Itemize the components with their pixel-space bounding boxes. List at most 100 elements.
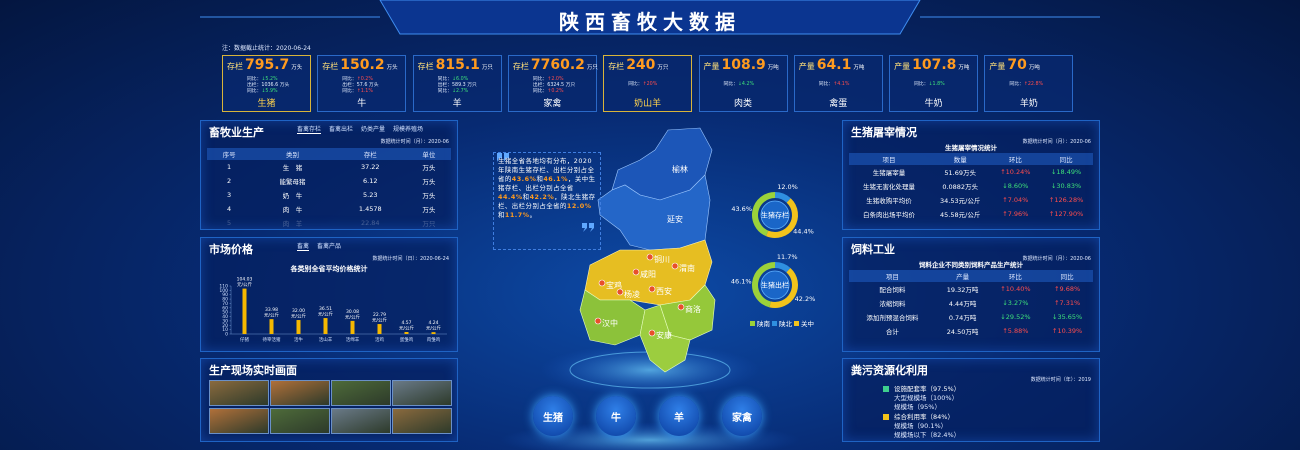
legend-label: 陕北 <box>779 319 793 328</box>
x-tick-label: 待宰活猪 <box>263 336 281 343</box>
card-stat: 同比：↑2.0% <box>532 77 564 82</box>
table-cell: ↓8.60% <box>1002 182 1029 190</box>
x-tick-label: 活绵羊 <box>346 336 360 343</box>
card-stat: 出栏：57.6 万头 <box>342 83 379 88</box>
x-tick-label: 肉雏鸡 <box>427 336 441 343</box>
table-cell: 34.53元/公斤 <box>940 197 981 205</box>
value-label: 33.98 <box>265 307 278 313</box>
card-header: 产量 64.1 万吨 <box>799 57 865 73</box>
value-unit: 元/公斤 <box>426 325 442 332</box>
tab[interactable]: 规模养殖场 <box>393 126 424 133</box>
card-name: 牛 <box>357 99 367 109</box>
map-pin <box>646 253 654 261</box>
table-cell: ↓35.65% <box>1052 313 1083 321</box>
card-label: 存栏 <box>512 62 529 71</box>
panel-title: 生产现场实时画面 <box>209 364 297 377</box>
tab[interactable]: 畜禽出栏 <box>329 126 354 133</box>
region-label: 汉中 <box>602 318 618 328</box>
table-cell: 生猪屠宰量 <box>872 169 906 177</box>
legend-square <box>883 414 889 420</box>
table-cell: 万头 <box>422 206 436 214</box>
map-pin <box>677 303 685 311</box>
map-pin <box>632 268 640 276</box>
header-cell: 同比 <box>1041 270 1093 282</box>
table-cell: ↑7.96% <box>1002 210 1029 218</box>
card-label: 产量 <box>798 62 815 71</box>
donut-segment <box>752 262 776 308</box>
tab[interactable]: 奶类产量 <box>361 126 386 133</box>
y-tick-label: 70 <box>222 301 228 307</box>
bar <box>269 319 274 334</box>
donut-value-label: 44.4% <box>793 227 814 235</box>
table-cell: 37.22 <box>360 163 380 171</box>
card-unit: 万吨 <box>853 65 865 71</box>
table-header: 序号 类别 存栏 单位 <box>207 148 451 160</box>
card-unit: 万头 <box>386 65 398 71</box>
card-unit: 万吨 <box>1028 65 1040 71</box>
region-label: 延安 <box>667 214 683 224</box>
card-name: 羊 <box>452 99 462 109</box>
y-tick-label: 90 <box>222 292 228 298</box>
card-stat: 同比：↓5.9% <box>247 89 278 94</box>
title-bar <box>379 0 921 35</box>
group-item: 大型规模场（100%） <box>894 394 959 402</box>
x-tick-label: 活牛 <box>294 336 303 343</box>
tab[interactable]: 畜禽 <box>297 243 310 251</box>
region-label: 铜川 <box>654 254 670 264</box>
stat-card: 产量 107.8 万吨 同比：↓1.8% 牛奶 <box>889 55 979 112</box>
donut-segment <box>774 192 791 203</box>
data-table: 项目 数量 环比 同比 生猪屠宰量 51.69万头 ↑10.24% ↓18.49% 生猪无害化处… <box>849 153 1093 221</box>
card-value: 70 <box>1007 57 1027 73</box>
panel-title: 生猪屠宰情况 <box>851 126 917 139</box>
category-button[interactable]: 羊 <box>659 396 699 436</box>
table-cell: 肉 羊 <box>282 220 303 228</box>
card-stat: 同比：↓2.7% <box>437 89 469 94</box>
value-unit: 元/公斤 <box>372 317 388 324</box>
card-stat: 同比：↓6.0% <box>437 77 469 82</box>
table-cell: 生猪无害化处理量 <box>862 183 915 191</box>
card-label: 存栏 <box>322 62 339 71</box>
panel-time: 数据统计时间（日）：2020-06-24 <box>372 256 449 262</box>
panel-subtitle: 饲料企业不同类别饲料产品生产统计 <box>919 261 1023 269</box>
panel-time: 数据统计时间（月）：2020-06 <box>380 139 449 145</box>
card-name: 禽蛋 <box>829 99 848 109</box>
table-header: 项目 数量 环比 同比 <box>849 153 1093 165</box>
map-pin <box>616 288 624 296</box>
bar <box>377 324 382 334</box>
table-cell: 24.50万吨 <box>946 328 979 336</box>
region-label: 西安 <box>656 286 672 296</box>
table-header: 项目 产量 环比 同比 <box>849 270 1093 282</box>
donut-segment <box>774 262 791 273</box>
map-region <box>639 304 691 373</box>
donut-segment <box>766 198 798 238</box>
tab[interactable]: 畜禽存栏 <box>297 126 322 134</box>
card-header: 存栏 815.1 万只 <box>418 57 493 73</box>
legend-label: 关中 <box>801 319 814 328</box>
quote-mark <box>582 223 594 232</box>
card-stat: 出栏：589.3 万只 <box>437 83 477 88</box>
card-stat: 同比：↑0.2% <box>532 89 564 94</box>
card-unit: 万只 <box>586 65 598 71</box>
card-header: 产量 70 万吨 <box>989 57 1040 73</box>
stat-card: 存栏 240 万只 同比：↑20% 奶山羊 <box>603 55 693 112</box>
table-cell: 配合饲料 <box>879 286 906 294</box>
tab[interactable]: 畜禽产品 <box>317 243 342 250</box>
live-thumbnail <box>209 408 269 434</box>
card-header: 存栏 150.2 万头 <box>322 57 397 73</box>
quote-text: 生猪全省各地均有分布，2020年陕南生猪存栏、出栏分别占全省的43.6%和46.… <box>493 152 601 250</box>
category-button[interactable]: 牛 <box>596 396 636 436</box>
card-unit: 万吨 <box>958 65 970 71</box>
category-button[interactable]: 生猪 <box>533 396 573 436</box>
table-cell: 6.12 <box>363 177 378 185</box>
category-button[interactable]: 家禽 <box>722 396 762 436</box>
table-cell: 51.69万头 <box>944 169 976 177</box>
card-name: 家禽 <box>543 99 562 109</box>
live-thumbnail <box>270 408 330 434</box>
table-row: 浓缩饲料 4.44万吨 ↓3.27% ↑7.31% <box>849 296 1093 310</box>
group-label: 设施配套率（97.5%） <box>894 385 961 393</box>
live-thumbnail <box>392 408 452 434</box>
panel-title: 畜牧业生产 <box>209 126 264 139</box>
table-cell: ↓30.83% <box>1050 182 1082 190</box>
donut-segment <box>752 192 776 237</box>
